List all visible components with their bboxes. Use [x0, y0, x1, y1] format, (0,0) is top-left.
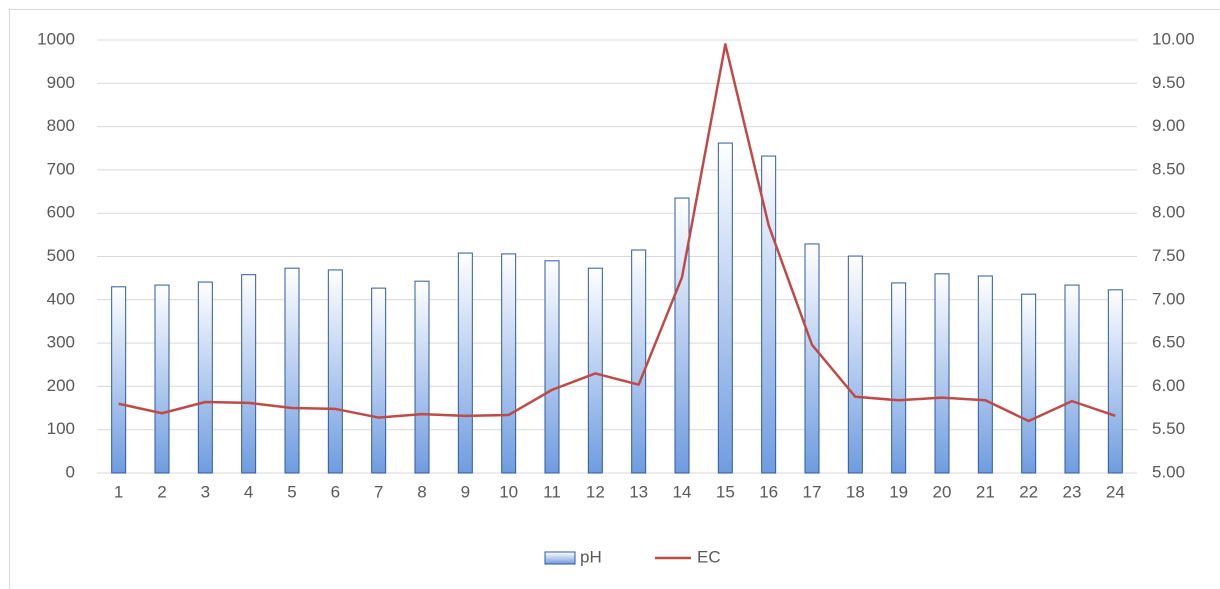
x-tick-label: 1: [114, 482, 123, 501]
x-tick-label: 4: [244, 482, 253, 501]
bar: [327, 269, 343, 474]
bar: [1064, 284, 1080, 474]
x-tick-label: 18: [846, 482, 865, 501]
x-tick-label: 12: [586, 482, 605, 501]
bar: [847, 255, 863, 474]
y2-tick-label: 8.50: [1152, 159, 1185, 178]
y-tick-label: 900: [47, 73, 75, 92]
y2-tick-label: 9.50: [1152, 73, 1185, 92]
x-tick-label: 24: [1106, 482, 1125, 501]
x-tick-label: 9: [461, 482, 470, 501]
y2-tick-label: 8.00: [1152, 203, 1185, 222]
x-tick-label: 16: [759, 482, 778, 501]
bar: [804, 243, 820, 474]
bar: [934, 273, 950, 474]
bar: [111, 286, 127, 474]
x-tick-label: 14: [673, 482, 692, 501]
x-tick-label: 22: [1019, 482, 1038, 501]
y-tick-label: 1000: [37, 29, 75, 48]
x-tick-label: 7: [374, 482, 383, 501]
y-tick-label: 800: [47, 116, 75, 135]
bar: [501, 253, 517, 474]
y2-tick-label: 6.00: [1152, 376, 1185, 395]
y2-tick-label: 6.50: [1152, 333, 1185, 352]
y-tick-label: 400: [47, 289, 75, 308]
x-tick-label: 10: [499, 482, 518, 501]
chart-frame: [9, 9, 1220, 589]
bar: [241, 274, 257, 474]
bar: [371, 287, 387, 474]
x-tick-label: 3: [201, 482, 210, 501]
bar: [717, 142, 733, 474]
y2-tick-label: 7.00: [1152, 289, 1185, 308]
y2-tick-label: 5.50: [1152, 419, 1185, 438]
y-tick-label: 200: [47, 376, 75, 395]
x-tick-label: 2: [157, 482, 166, 501]
bar: [154, 284, 170, 474]
bar: [284, 267, 300, 474]
y2-tick-label: 9.00: [1152, 116, 1185, 135]
bar: [587, 267, 603, 474]
bar: [1021, 293, 1037, 474]
y-tick-label: 100: [47, 419, 75, 438]
bar: [197, 281, 213, 474]
x-tick-label: 6: [331, 482, 340, 501]
x-tick-label: 19: [889, 482, 908, 501]
x-tick-label: 17: [803, 482, 822, 501]
x-tick-label: 8: [417, 482, 426, 501]
x-tick-label: 11: [543, 482, 561, 501]
x-tick-label: 20: [933, 482, 952, 501]
x-tick-label: 5: [287, 482, 296, 501]
x-tick-label: 13: [629, 482, 648, 501]
bar: [544, 260, 560, 474]
bar: [414, 280, 430, 474]
x-tick-label: 15: [716, 482, 735, 501]
bar: [977, 275, 993, 474]
line: [118, 43, 1116, 423]
legend-swatch: [544, 551, 576, 565]
legend-label: pH: [580, 547, 602, 566]
y-tick-label: 700: [47, 159, 75, 178]
y2-tick-label: 7.50: [1152, 246, 1185, 265]
bar: [631, 249, 647, 474]
bar: [674, 197, 690, 474]
legend-label: EC: [697, 547, 721, 566]
x-tick-label: 23: [1063, 482, 1082, 501]
bar: [1107, 289, 1123, 474]
y2-tick-label: 5.00: [1152, 462, 1185, 481]
x-tick-label: 21: [976, 482, 995, 501]
y-tick-label: 300: [47, 333, 75, 352]
y2-tick-label: 10.00: [1152, 29, 1195, 48]
bar: [891, 282, 907, 474]
y-tick-label: 600: [47, 203, 75, 222]
y-tick-label: 0: [66, 462, 75, 481]
y-tick-label: 500: [47, 246, 75, 265]
bar: [457, 252, 473, 474]
